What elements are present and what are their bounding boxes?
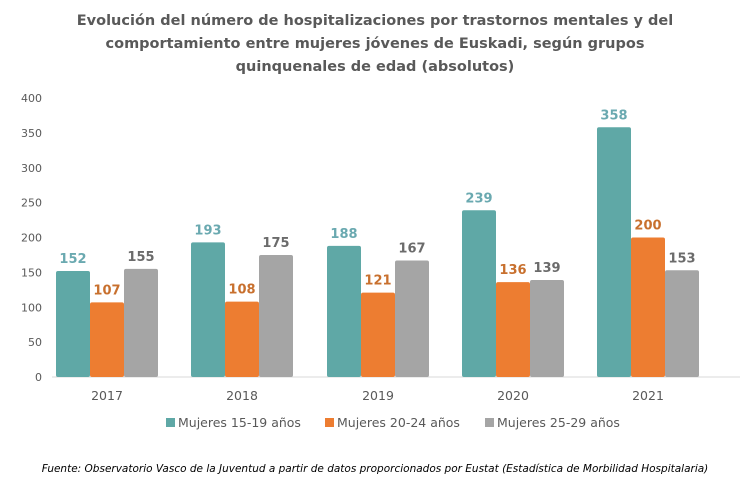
bar xyxy=(665,270,699,377)
legend-swatch xyxy=(166,418,175,427)
x-tick-label: 2021 xyxy=(632,388,664,403)
data-label: 107 xyxy=(93,283,120,298)
bar xyxy=(496,282,530,377)
data-label: 152 xyxy=(59,252,86,267)
bar xyxy=(259,254,293,377)
bar xyxy=(124,268,158,377)
y-tick-label: 0 xyxy=(35,371,42,384)
bar xyxy=(462,210,496,377)
bar xyxy=(191,242,225,377)
data-label: 121 xyxy=(364,274,391,289)
y-tick-label: 50 xyxy=(28,336,42,349)
data-label: 108 xyxy=(228,283,255,298)
data-label: 358 xyxy=(600,108,627,123)
legend-swatch xyxy=(485,418,494,427)
bar xyxy=(327,245,361,377)
bar xyxy=(530,280,564,377)
y-tick-label: 400 xyxy=(21,92,42,105)
bar xyxy=(90,302,124,377)
data-label: 139 xyxy=(533,261,560,276)
y-tick-label: 200 xyxy=(21,232,42,245)
y-tick-label: 350 xyxy=(21,127,42,140)
legend-label: Mujeres 15-19 años xyxy=(178,415,301,430)
y-tick-label: 150 xyxy=(21,266,42,279)
data-label: 193 xyxy=(194,223,221,238)
x-tick-label: 2020 xyxy=(497,388,529,403)
data-label: 136 xyxy=(499,263,526,278)
bar xyxy=(225,301,259,377)
chart-title-line: comportamiento entre mujeres jóvenes de … xyxy=(106,36,645,52)
data-label: 188 xyxy=(330,227,357,242)
bar xyxy=(395,260,429,377)
data-label: 167 xyxy=(398,242,425,257)
y-tick-label: 250 xyxy=(21,197,42,210)
data-label: 155 xyxy=(127,250,154,265)
y-tick-label: 100 xyxy=(21,301,42,314)
legend-swatch xyxy=(325,418,334,427)
source-note: Fuente: Observatorio Vasco de la Juventu… xyxy=(42,463,709,475)
bar xyxy=(597,127,631,377)
x-tick-label: 2019 xyxy=(362,388,394,403)
chart-title-line: quinquenales de edad (absolutos) xyxy=(236,59,515,75)
x-tick-label: 2018 xyxy=(226,388,258,403)
legend-label: Mujeres 25-29 años xyxy=(497,415,620,430)
bar xyxy=(631,237,665,377)
data-label: 239 xyxy=(465,191,492,206)
x-tick-label: 2017 xyxy=(91,388,123,403)
legend-label: Mujeres 20-24 años xyxy=(337,415,460,430)
y-tick-label: 300 xyxy=(21,162,42,175)
chart-title-line: Evolución del número de hospitalizacione… xyxy=(77,13,673,29)
bar xyxy=(361,292,395,377)
data-label: 175 xyxy=(262,236,289,251)
data-label: 153 xyxy=(668,251,695,266)
data-label: 200 xyxy=(634,219,661,234)
bar xyxy=(56,270,90,377)
